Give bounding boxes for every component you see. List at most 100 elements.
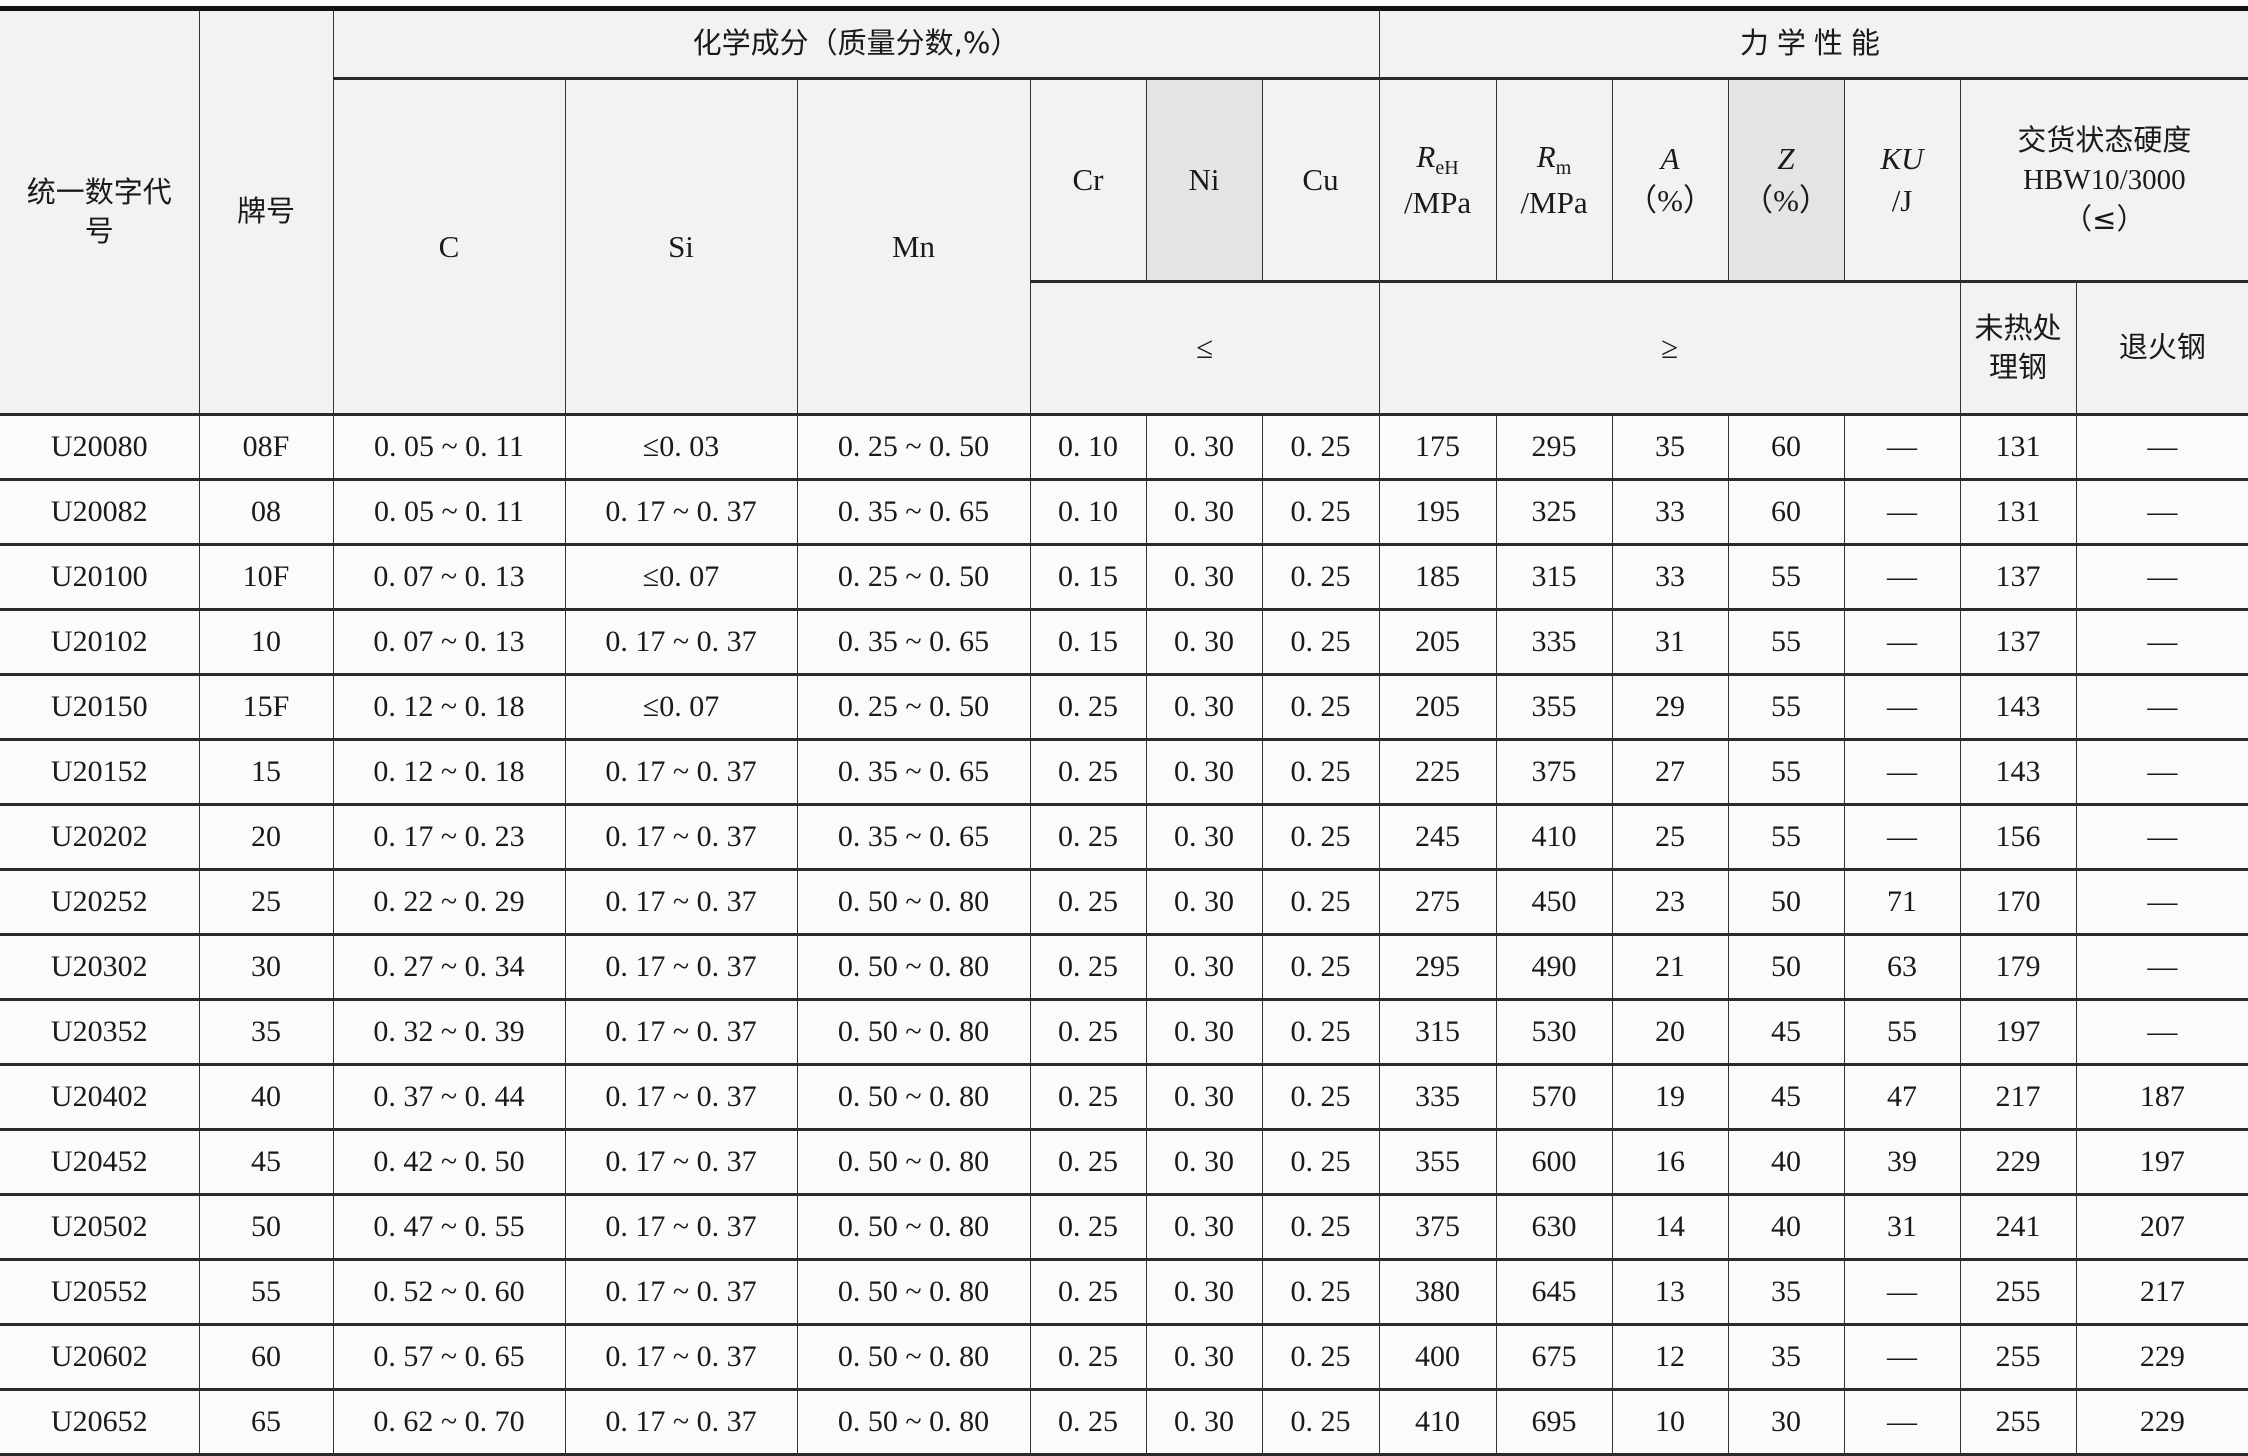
cell-c: 0. 42 ~ 0. 50 <box>332 1128 566 1196</box>
cell-grade: 55 <box>198 1258 334 1326</box>
cell-rm: 450 <box>1495 868 1613 936</box>
cell-cu: 0. 25 <box>1261 673 1380 741</box>
cell-code: U20082 <box>0 478 200 546</box>
cell-ku: — <box>1843 673 1961 741</box>
cell-reh: 185 <box>1378 543 1497 611</box>
cell-grade: 60 <box>198 1323 334 1391</box>
cell-reh: 225 <box>1378 738 1497 806</box>
cell-cu: 0. 25 <box>1261 1388 1380 1456</box>
cell-hardness-untreated: 179 <box>1959 933 2077 1001</box>
cell-a: 23 <box>1611 868 1729 936</box>
cell-c: 0. 57 ~ 0. 65 <box>332 1323 566 1391</box>
cell-code: U20552 <box>0 1258 200 1326</box>
cell-cu: 0. 25 <box>1261 1193 1380 1261</box>
cell-ni: 0. 30 <box>1145 413 1263 481</box>
cell-ku: — <box>1843 543 1961 611</box>
cell-hardness-untreated: 143 <box>1959 673 2077 741</box>
cell-rm: 355 <box>1495 673 1613 741</box>
cell-mn: 0. 25 ~ 0. 50 <box>796 543 1031 611</box>
cell-si: 0. 17 ~ 0. 37 <box>564 478 798 546</box>
cell-a: 29 <box>1611 673 1729 741</box>
table-row: U20652 65 0. 62 ~ 0. 70 0. 17 ~ 0. 37 0. 50 … <box>0 1388 2248 1456</box>
cell-ku: — <box>1843 738 1961 806</box>
table-row: U20152 15 0. 12 ~ 0. 18 0. 17 ~ 0. 37 0. 35 … <box>0 738 2248 806</box>
cell-si: 0. 17 ~ 0. 37 <box>564 608 798 676</box>
cell-si: ≤0. 03 <box>564 413 798 481</box>
cell-si: 0. 17 ~ 0. 37 <box>564 1063 798 1131</box>
cell-ku: 71 <box>1843 868 1961 936</box>
header-z: Z （%） <box>1727 77 1845 283</box>
cell-c: 0. 37 ~ 0. 44 <box>332 1063 566 1131</box>
cell-c: 0. 05 ~ 0. 11 <box>332 478 566 546</box>
table-row: U20602 60 0. 57 ~ 0. 65 0. 17 ~ 0. 37 0. 50 … <box>0 1323 2248 1391</box>
cell-reh: 295 <box>1378 933 1497 1001</box>
cell-si: ≤0. 07 <box>564 543 798 611</box>
cell-cr: 0. 25 <box>1029 1388 1147 1456</box>
cell-cu: 0. 25 <box>1261 998 1380 1066</box>
cell-code: U20402 <box>0 1063 200 1131</box>
table-row: U20082 08 0. 05 ~ 0. 11 0. 17 ~ 0. 37 0. 35 … <box>0 478 2248 546</box>
cell-a: 31 <box>1611 608 1729 676</box>
cell-reh: 410 <box>1378 1388 1497 1456</box>
cell-cu: 0. 25 <box>1261 608 1380 676</box>
cell-c: 0. 22 ~ 0. 29 <box>332 868 566 936</box>
cell-grade: 25 <box>198 868 334 936</box>
cell-mn: 0. 35 ~ 0. 65 <box>796 608 1031 676</box>
cell-mn: 0. 50 ~ 0. 80 <box>796 933 1031 1001</box>
cell-z: 55 <box>1727 803 1845 871</box>
cell-hardness-annealed: — <box>2075 803 2248 871</box>
cell-cr: 0. 25 <box>1029 673 1147 741</box>
cell-grade: 15 <box>198 738 334 806</box>
cell-hardness-untreated: 229 <box>1959 1128 2077 1196</box>
cell-reh: 245 <box>1378 803 1497 871</box>
cell-reh: 275 <box>1378 868 1497 936</box>
cell-hardness-annealed: — <box>2075 738 2248 806</box>
cell-grade: 40 <box>198 1063 334 1131</box>
cell-a: 13 <box>1611 1258 1729 1326</box>
cell-cu: 0. 25 <box>1261 1323 1380 1391</box>
cell-a: 21 <box>1611 933 1729 1001</box>
cell-ni: 0. 30 <box>1145 803 1263 871</box>
cell-ku: — <box>1843 1388 1961 1456</box>
cell-a: 19 <box>1611 1063 1729 1131</box>
cell-si: 0. 17 ~ 0. 37 <box>564 1323 798 1391</box>
cell-mn: 0. 35 ~ 0. 65 <box>796 738 1031 806</box>
cell-grade: 20 <box>198 803 334 871</box>
cell-z: 35 <box>1727 1323 1845 1391</box>
cell-mn: 0. 25 ~ 0. 50 <box>796 413 1031 481</box>
cell-cu: 0. 25 <box>1261 803 1380 871</box>
table-row: U20402 40 0. 37 ~ 0. 44 0. 17 ~ 0. 37 0. 50 … <box>0 1063 2248 1131</box>
header-chemical-composition: 化学成分（质量分数,%） <box>332 7 1380 80</box>
cell-cu: 0. 25 <box>1261 543 1380 611</box>
cell-ku: 47 <box>1843 1063 1961 1131</box>
cell-cr: 0. 10 <box>1029 413 1147 481</box>
cell-reh: 400 <box>1378 1323 1497 1391</box>
header-annealed: 退火钢 <box>2075 280 2248 416</box>
cell-cr: 0. 25 <box>1029 998 1147 1066</box>
header-mn: Mn <box>796 77 1031 416</box>
cell-cu: 0. 25 <box>1261 1258 1380 1326</box>
cell-ni: 0. 30 <box>1145 738 1263 806</box>
cell-si: 0. 17 ~ 0. 37 <box>564 1128 798 1196</box>
cell-a: 27 <box>1611 738 1729 806</box>
header-hardness: 交货状态硬度 HBW10/3000 （≤） <box>1959 77 2248 283</box>
cell-hardness-annealed: 217 <box>2075 1258 2248 1326</box>
cell-hardness-annealed: 229 <box>2075 1388 2248 1456</box>
cell-code: U20202 <box>0 803 200 871</box>
cell-code: U20152 <box>0 738 200 806</box>
cell-si: 0. 17 ~ 0. 37 <box>564 738 798 806</box>
cell-a: 25 <box>1611 803 1729 871</box>
cell-a: 16 <box>1611 1128 1729 1196</box>
cell-si: 0. 17 ~ 0. 37 <box>564 998 798 1066</box>
cell-cr: 0. 15 <box>1029 608 1147 676</box>
cell-grade: 15F <box>198 673 334 741</box>
table-row: U20100 10F 0. 07 ~ 0. 13 ≤0. 07 0. 25 ~ 0. 5… <box>0 543 2248 611</box>
header-min-symbol: ≥ <box>1378 280 1961 416</box>
cell-mn: 0. 50 ~ 0. 80 <box>796 868 1031 936</box>
cell-hardness-annealed: 207 <box>2075 1193 2248 1261</box>
table-row: U20552 55 0. 52 ~ 0. 60 0. 17 ~ 0. 37 0. 50 … <box>0 1258 2248 1326</box>
cell-reh: 315 <box>1378 998 1497 1066</box>
cell-c: 0. 52 ~ 0. 60 <box>332 1258 566 1326</box>
cell-a: 33 <box>1611 543 1729 611</box>
cell-hardness-untreated: 197 <box>1959 998 2077 1066</box>
